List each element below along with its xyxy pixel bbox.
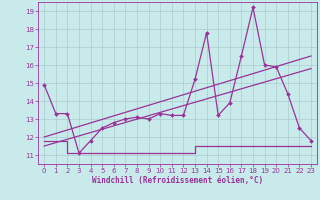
- X-axis label: Windchill (Refroidissement éolien,°C): Windchill (Refroidissement éolien,°C): [92, 176, 263, 185]
